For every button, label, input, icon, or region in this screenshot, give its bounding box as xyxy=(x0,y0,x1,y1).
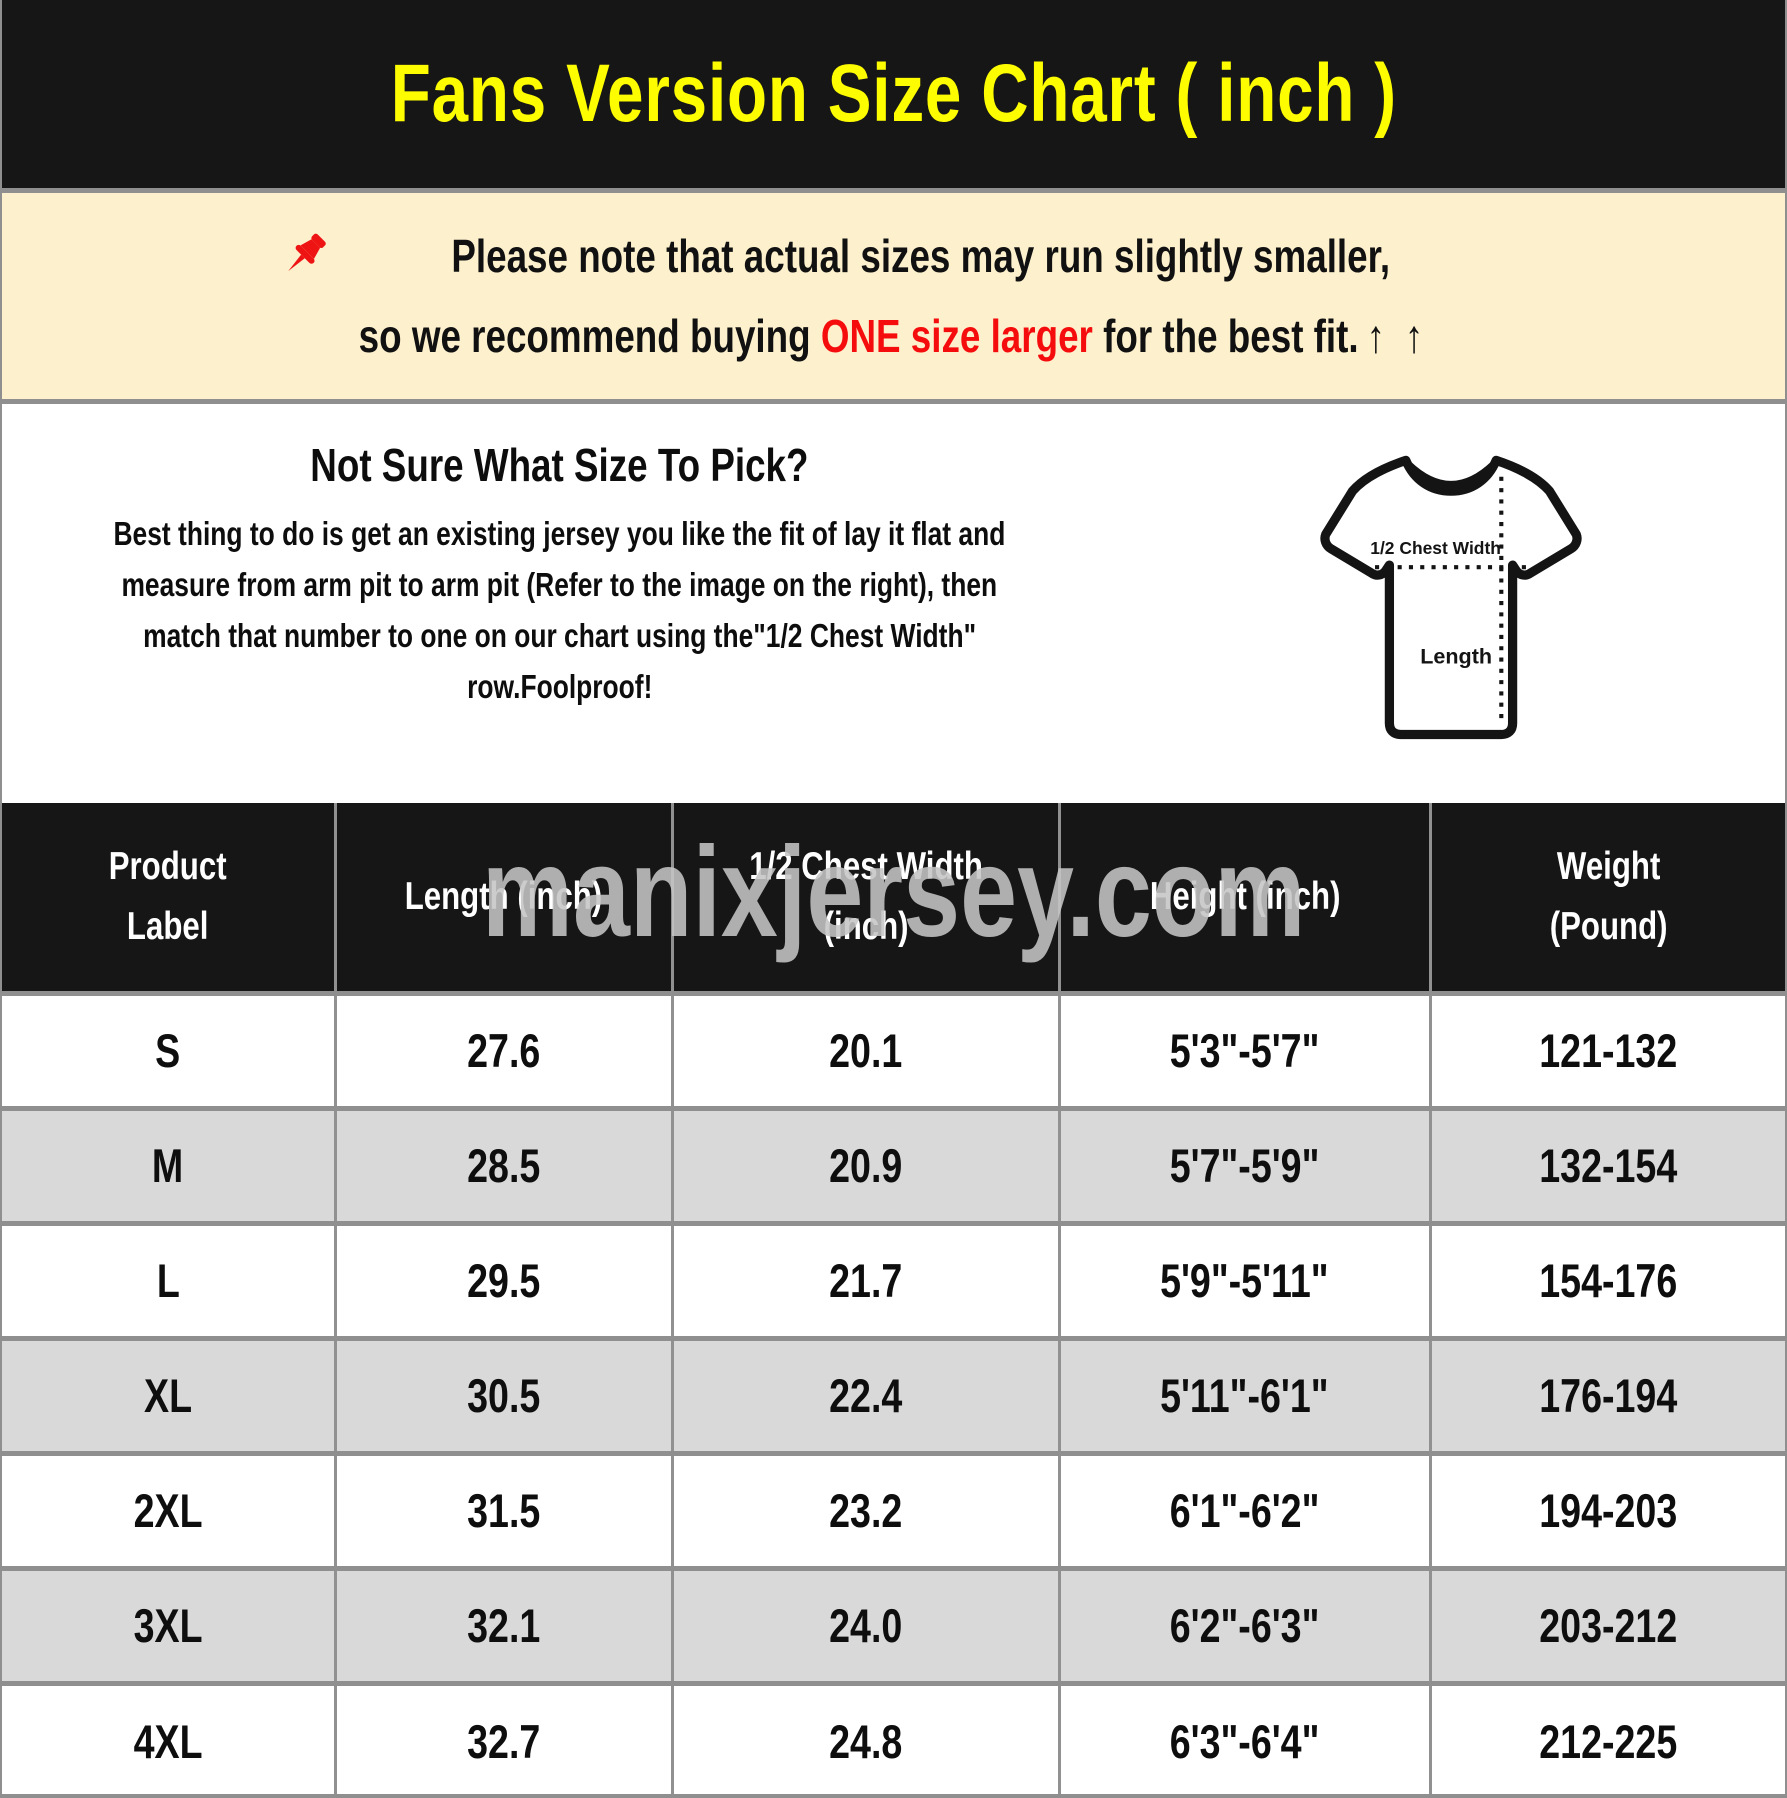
table-row-4xl: 4XL 32.7 24.8 6'3"-6'4" 212-225 xyxy=(2,1680,1785,1794)
guide-body-line-1: Best thing to do is get an existing jers… xyxy=(113,515,1006,552)
header-height: Height (inch) xyxy=(1057,803,1431,993)
cell-weight: 121-132 xyxy=(1428,990,1785,1108)
note-line2-suffix: for the best fit. xyxy=(1092,310,1359,362)
table-row-3xl: 3XL 32.1 24.0 6'2"-6'3" 203-212 xyxy=(2,1565,1785,1683)
cell-chest: 23.2 xyxy=(670,1450,1060,1568)
cell-size: L xyxy=(2,1220,336,1338)
note-line2-prefix: so we recommend buying xyxy=(358,310,821,362)
title-banner: Fans Version Size Chart ( inch ) xyxy=(2,0,1785,188)
cell-chest: 20.9 xyxy=(670,1105,1060,1223)
cell-size: M xyxy=(2,1105,336,1223)
header-chest-width: 1/2 Chest Width (inch) xyxy=(670,803,1060,993)
cell-size: 4XL xyxy=(2,1680,336,1794)
guide-body-line-3: match that number to one on our chart us… xyxy=(143,617,976,654)
header-weight: Weight (Pound) xyxy=(1428,803,1785,993)
pushpin-icon xyxy=(280,230,332,282)
table-header-row: Product Label Length (inch) 1/2 Chest Wi… xyxy=(2,803,1785,993)
cell-chest: 24.8 xyxy=(670,1680,1060,1794)
cell-size: S xyxy=(2,990,336,1108)
cell-length: 27.6 xyxy=(333,990,673,1108)
guide-body-line-2: measure from arm pit to arm pit (Refer t… xyxy=(121,566,998,603)
cell-height: 6'1"-6'2" xyxy=(1057,1450,1431,1568)
cell-weight: 154-176 xyxy=(1428,1220,1785,1338)
cell-size: XL xyxy=(2,1335,336,1453)
tshirt-outline xyxy=(1320,455,1582,740)
size-table-section: manixjersey.com Product Label Length (in… xyxy=(2,803,1785,1794)
table-row-s: S 27.6 20.1 5'3"-5'7" 121-132 xyxy=(2,990,1785,1108)
note-highlight: ONE size larger xyxy=(820,310,1093,362)
table-row-2xl: 2XL 31.5 23.2 6'1"-6'2" 194-203 xyxy=(2,1450,1785,1568)
table-row-xl: XL 30.5 22.4 5'11"-6'1" 176-194 xyxy=(2,1335,1785,1453)
cell-weight: 212-225 xyxy=(1428,1680,1785,1794)
cell-length: 28.5 xyxy=(333,1105,673,1223)
cell-chest: 20.1 xyxy=(670,990,1060,1108)
cell-length: 30.5 xyxy=(333,1335,673,1453)
cell-height: 5'11"-6'1" xyxy=(1057,1335,1431,1453)
chest-width-label: 1/2 Chest Width xyxy=(1370,538,1501,558)
page-title: Fans Version Size Chart ( inch ) xyxy=(390,48,1397,139)
cell-chest: 22.4 xyxy=(670,1335,1060,1453)
cell-chest: 24.0 xyxy=(670,1565,1060,1683)
table-row-m: M 28.5 20.9 5'7"-5'9" 132-154 xyxy=(2,1105,1785,1223)
cell-height: 6'2"-6'3" xyxy=(1057,1565,1431,1683)
guide-heading: Not Sure What Size To Pick? xyxy=(310,439,809,491)
tshirt-collar xyxy=(1403,460,1499,489)
cell-size: 3XL xyxy=(2,1565,336,1683)
guide-body-line-4: row.Foolproof! xyxy=(466,668,653,705)
tshirt-diagram: 1/2 Chest Width Length xyxy=(1117,404,1785,803)
cell-weight: 176-194 xyxy=(1428,1335,1785,1453)
cell-length: 32.7 xyxy=(333,1680,673,1794)
table-row-l: L 29.5 21.7 5'9"-5'11" 154-176 xyxy=(2,1220,1785,1338)
cell-length: 31.5 xyxy=(333,1450,673,1568)
note-line-2: so we recommend buying ONE size larger f… xyxy=(225,309,1562,363)
cell-size: 2XL xyxy=(2,1450,336,1568)
cell-weight: 203-212 xyxy=(1428,1565,1785,1683)
note-line-1: Please note that actual sizes may run sl… xyxy=(280,229,1507,283)
cell-weight: 194-203 xyxy=(1428,1450,1785,1568)
cell-length: 29.5 xyxy=(333,1220,673,1338)
cell-height: 5'3"-5'7" xyxy=(1057,990,1431,1108)
cell-height: 5'9"-5'11" xyxy=(1057,1220,1431,1338)
header-length: Length (inch) xyxy=(333,803,673,993)
size-guide-section: Not Sure What Size To Pick? Best thing t… xyxy=(2,404,1785,803)
cell-height: 5'7"-5'9" xyxy=(1057,1105,1431,1223)
cell-length: 32.1 xyxy=(333,1565,673,1683)
note-text-2: so we recommend buying ONE size larger f… xyxy=(359,309,1428,363)
note-text-1: Please note that actual sizes may run sl… xyxy=(451,230,1390,282)
length-label: Length xyxy=(1420,644,1492,669)
cell-weight: 132-154 xyxy=(1428,1105,1785,1223)
up-arrows-icon: ↑ ↑ xyxy=(1366,310,1429,362)
guide-text-block: Not Sure What Size To Pick? Best thing t… xyxy=(2,404,1117,803)
section-divider xyxy=(2,399,1785,404)
cell-height: 6'3"-6'4" xyxy=(1057,1680,1431,1794)
note-section: Please note that actual sizes may run sl… xyxy=(2,193,1785,399)
cell-chest: 21.7 xyxy=(670,1220,1060,1338)
section-divider xyxy=(2,188,1785,193)
header-product-label: Product Label xyxy=(2,803,336,993)
size-table: Product Label Length (inch) 1/2 Chest Wi… xyxy=(2,803,1785,1794)
